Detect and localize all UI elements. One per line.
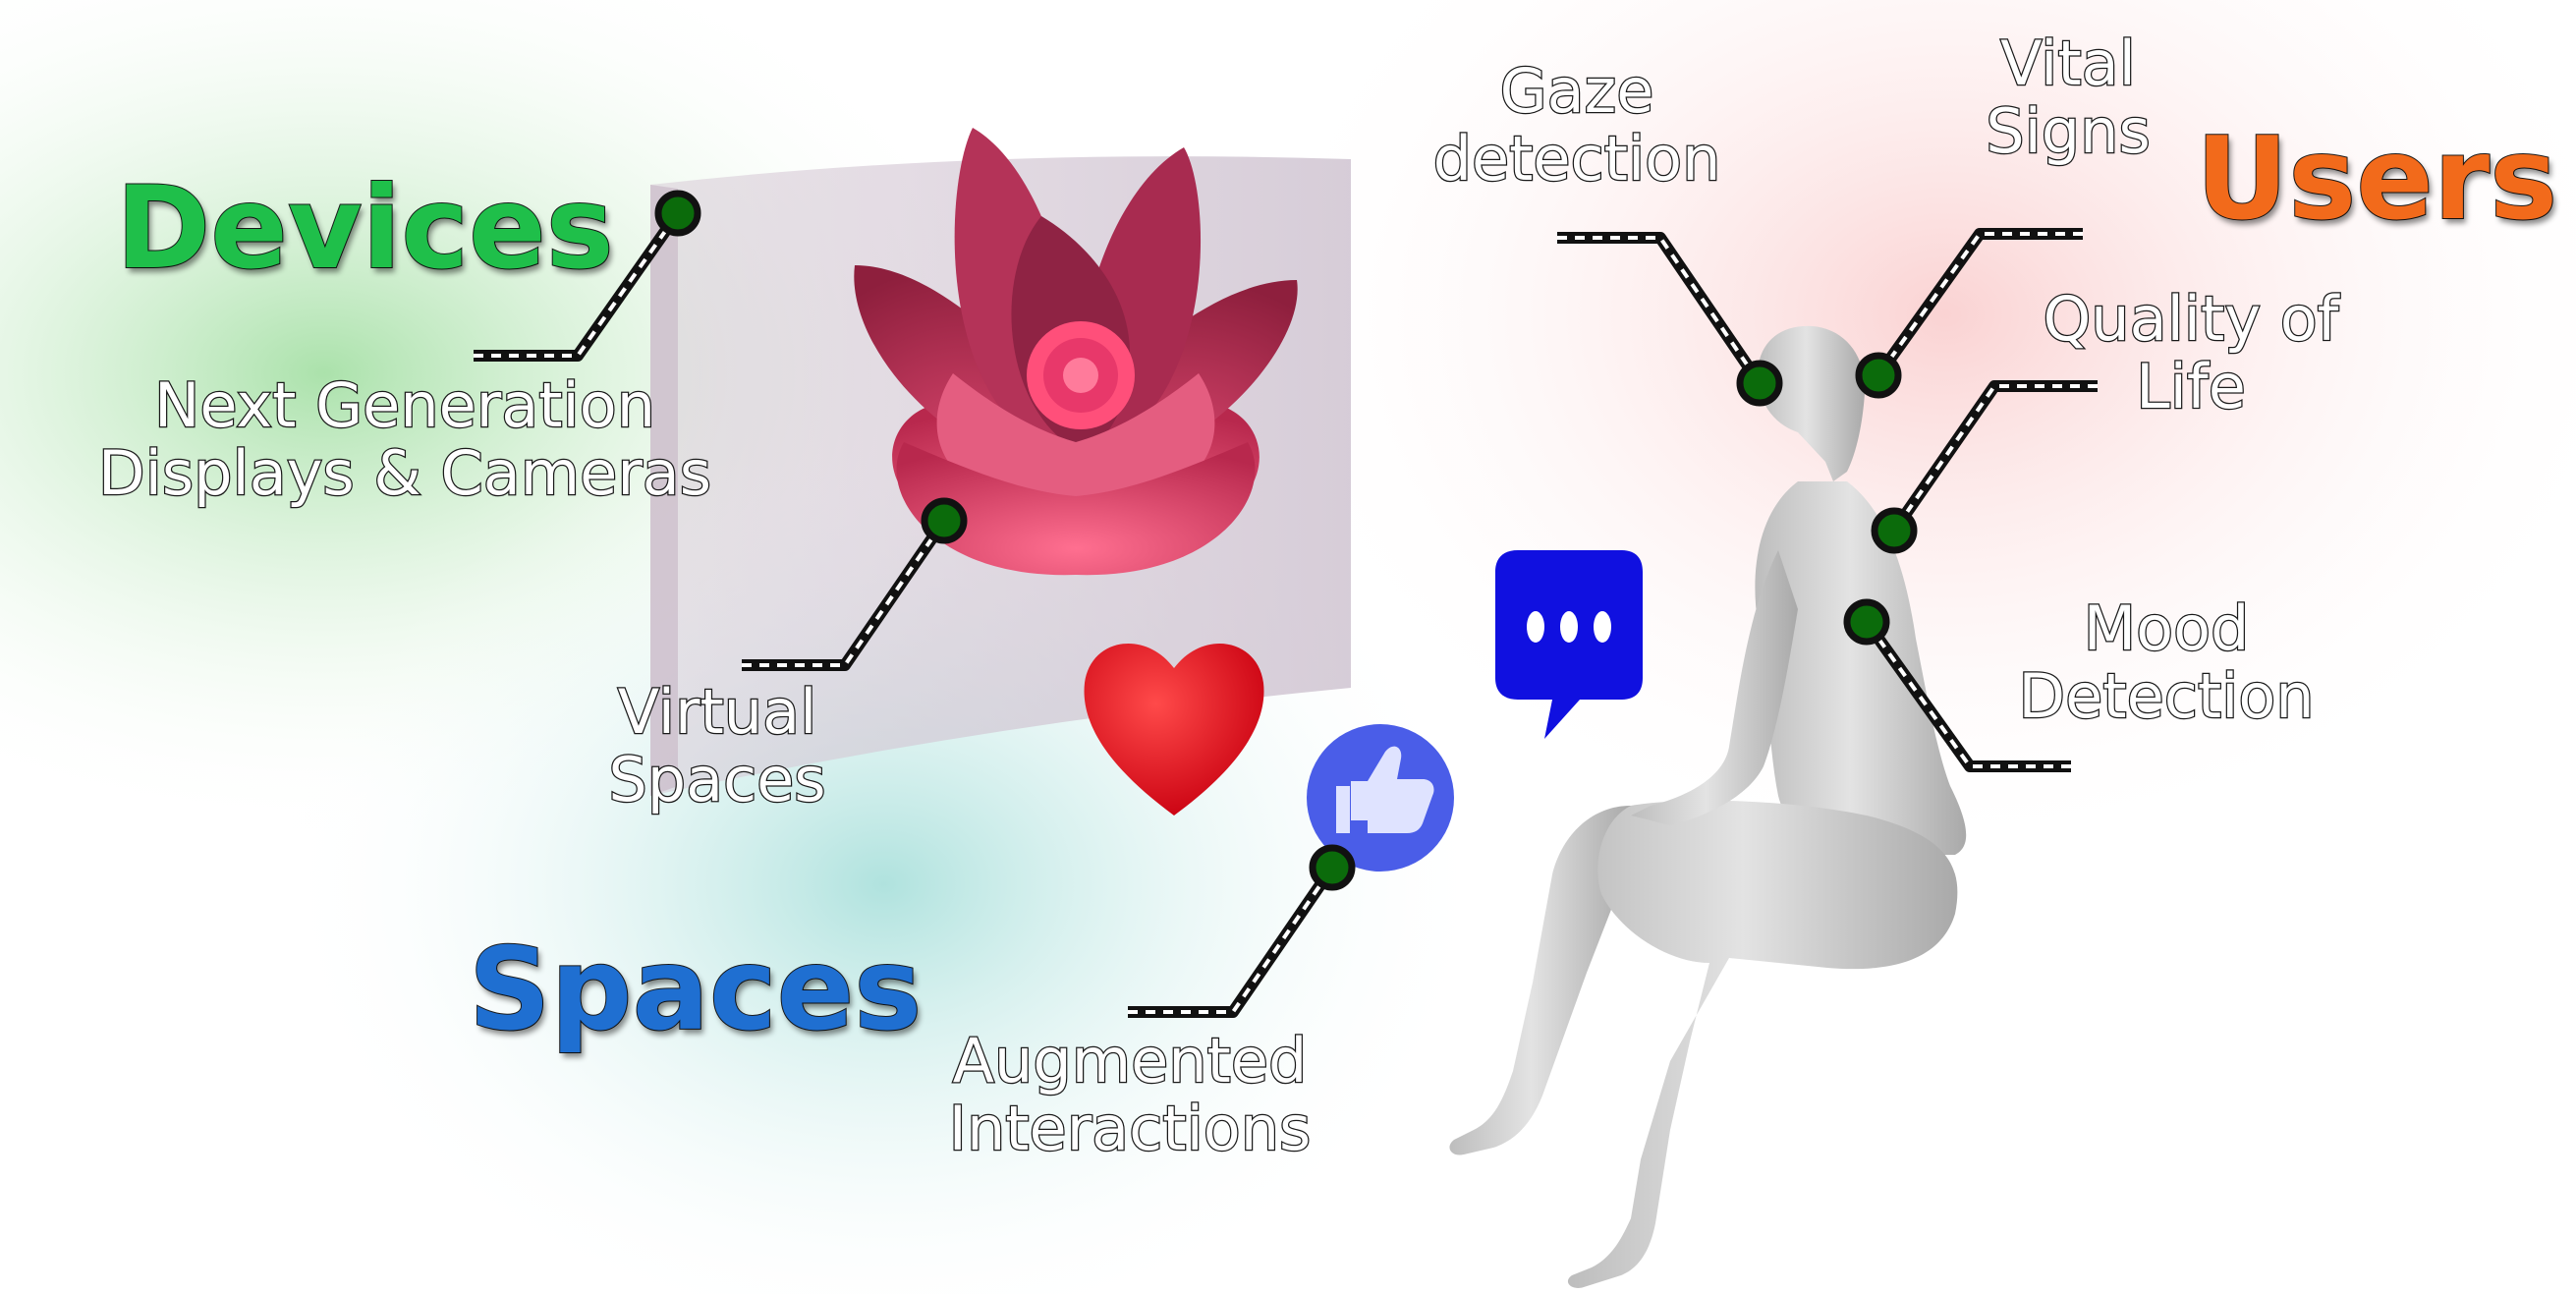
label-displays-line1: Next Generation	[153, 369, 657, 441]
label-displays-cameras: Next Generation Displays & Cameras	[61, 369, 749, 510]
label-vital-line2: Signs	[1985, 95, 2152, 168]
connector-quality	[1871, 380, 2098, 554]
label-gaze-line2: detection	[1431, 123, 1721, 196]
connector-virtual	[742, 497, 968, 671]
label-vital-line1: Vital	[1999, 28, 2137, 99]
connector-vital	[1855, 228, 2083, 399]
label-gaze-line1: Gaze	[1498, 55, 1654, 127]
connector-mood	[1843, 598, 2071, 772]
label-augmented-interactions: Augmented Interactions	[904, 1025, 1356, 1165]
label-vital-signs: Vital Signs	[1955, 28, 2181, 168]
category-devices: Devices	[115, 161, 615, 296]
label-quality-line1: Quality of	[2042, 283, 2340, 355]
connectors	[474, 190, 2098, 1018]
label-augmented-line1: Augmented	[951, 1025, 1308, 1097]
label-virtual-line2: Spaces	[607, 744, 827, 816]
seated-person	[1449, 325, 1967, 1288]
like-badge-icon	[1307, 724, 1454, 872]
label-virtual-spaces: Virtual Spaces	[550, 676, 884, 816]
label-gaze-detection: Gaze detection	[1395, 55, 1759, 196]
label-mood-line1: Mood	[2082, 592, 2250, 664]
label-quality-of-life: Quality of Life	[1994, 283, 2387, 423]
virtual-screen-edge	[650, 185, 678, 796]
label-virtual-line1: Virtual	[616, 676, 817, 748]
lotus-flower-icon	[854, 128, 1298, 576]
heart-icon	[1084, 643, 1264, 816]
label-quality-line2: Life	[2135, 351, 2247, 423]
chat-bubble-icon	[1495, 550, 1643, 739]
connector-augmented	[1128, 844, 1356, 1018]
label-augmented-line2: Interactions	[947, 1093, 1312, 1165]
connector-gaze	[1557, 232, 1783, 407]
label-mood-line2: Detection	[2017, 660, 2316, 733]
label-displays-line2: Displays & Cameras	[97, 437, 713, 510]
category-spaces: Spaces	[468, 923, 923, 1057]
category-users: Users	[2195, 112, 2558, 247]
label-mood-detection: Mood Detection	[1985, 592, 2348, 733]
connector-displays	[474, 190, 701, 362]
